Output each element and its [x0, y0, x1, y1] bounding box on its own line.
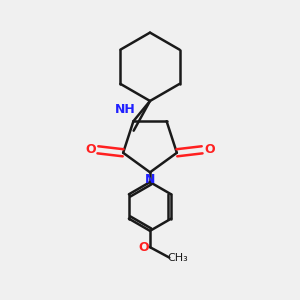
Text: O: O: [139, 241, 149, 254]
Text: CH₃: CH₃: [168, 253, 189, 262]
Text: NH: NH: [115, 103, 136, 116]
Text: O: O: [204, 143, 215, 156]
Text: O: O: [85, 143, 96, 156]
Text: N: N: [145, 173, 155, 186]
